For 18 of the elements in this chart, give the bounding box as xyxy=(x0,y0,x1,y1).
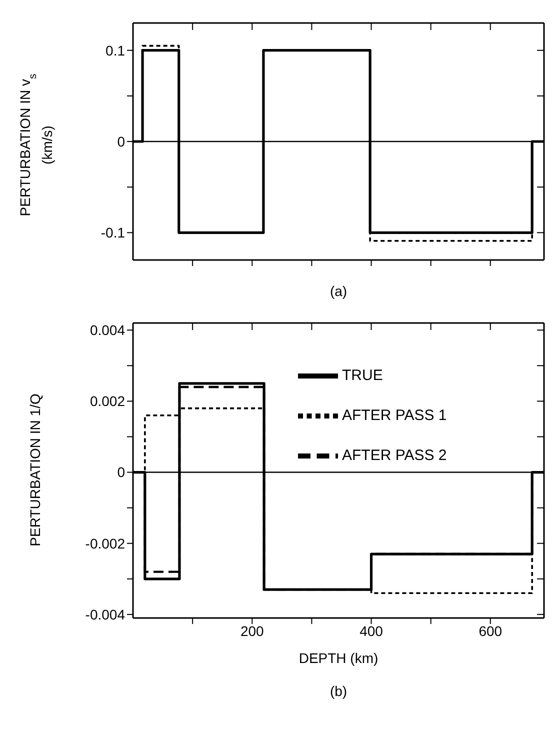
legend-label: AFTER PASS 1 xyxy=(342,406,447,424)
y-tick-label: 0.1 xyxy=(106,42,126,58)
y-tick-label: 0 xyxy=(117,464,126,480)
x-tick-label: 400 xyxy=(360,622,384,639)
text: (b) xyxy=(330,683,348,699)
legend-label: TRUE xyxy=(342,366,383,384)
y-tick-label: 0.002 xyxy=(90,393,126,410)
legend-label: AFTER PASS 2 xyxy=(342,446,447,464)
x-tick-label: 200 xyxy=(240,622,264,639)
y-tick-label: 0 xyxy=(117,133,126,150)
y-tick-label: -0.002 xyxy=(85,535,126,552)
y-axis-title: PERTURBATION IN 1/Q xyxy=(27,394,43,546)
x-axis-title: DEPTH (km) xyxy=(298,650,378,666)
y-tick-label: -0.004 xyxy=(85,606,126,622)
text: (a) xyxy=(330,283,348,299)
y-tick-label: -0.1 xyxy=(100,224,126,241)
y-tick-label: 0.004 xyxy=(90,322,126,338)
x-tick-label: 600 xyxy=(478,622,502,639)
